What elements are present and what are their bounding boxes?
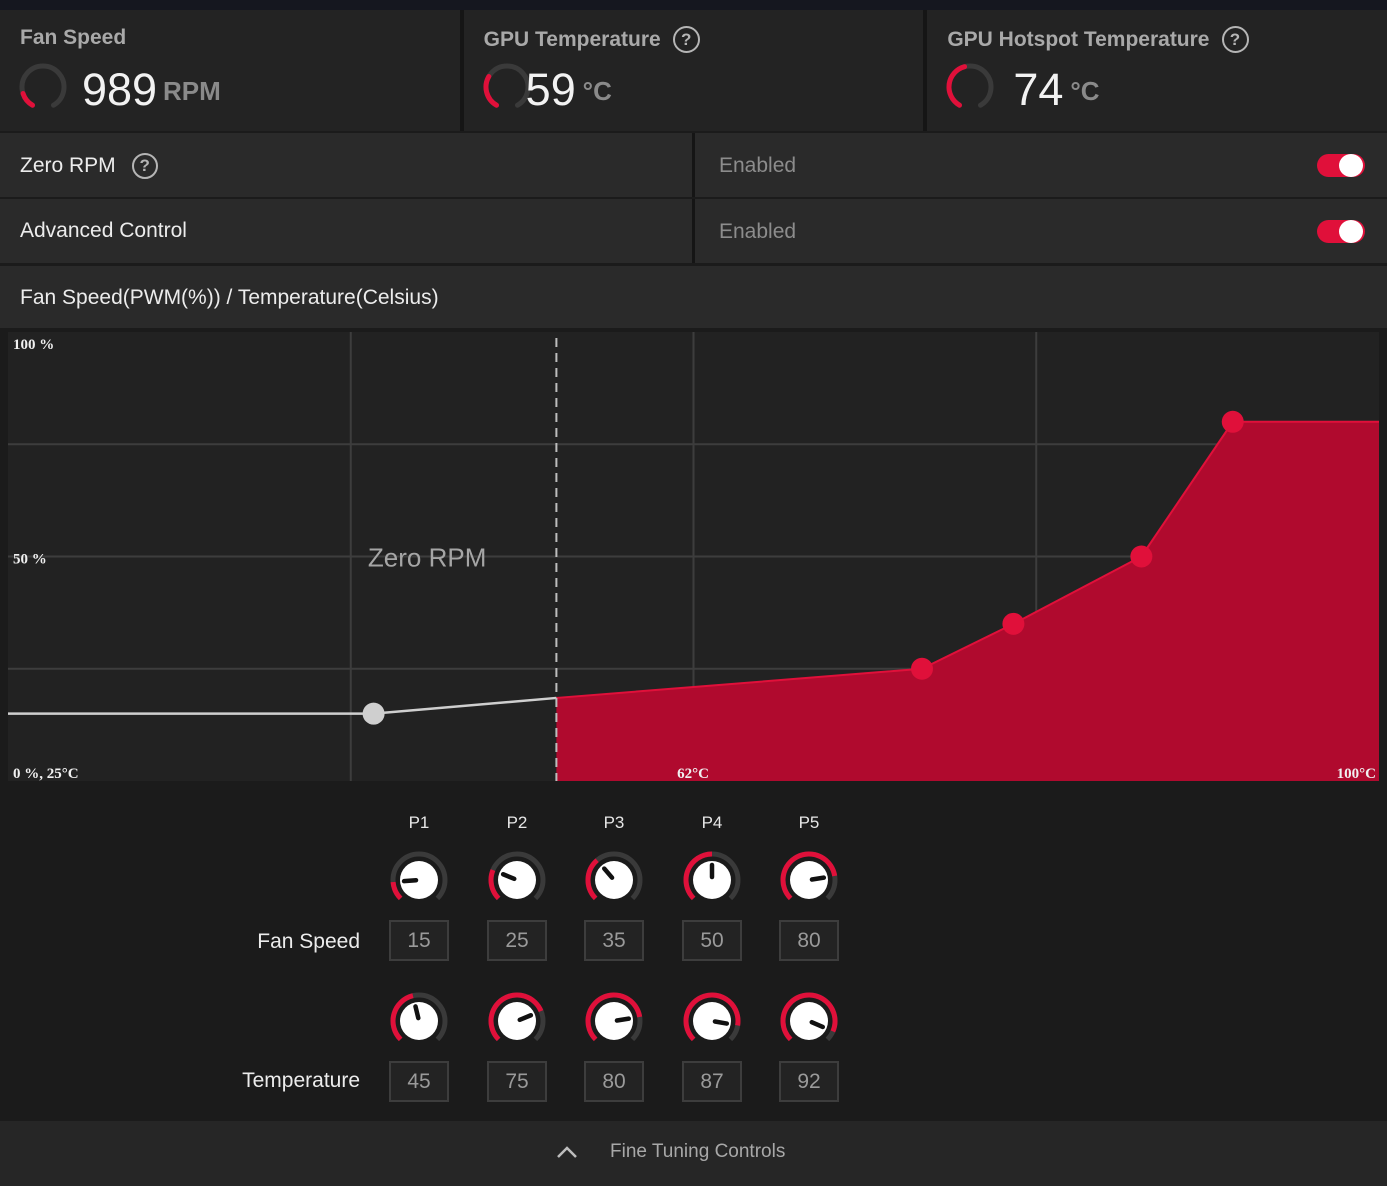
- curve-point-p5[interactable]: [1221, 410, 1244, 433]
- gpu-hotspot-temperature-label-text: GPU Hotspot Temperature: [947, 27, 1210, 51]
- origin-tick: 0 %, 25°C: [13, 766, 79, 782]
- fan-curve-chart: Zero RPM 100 % 50 % 0 %, 25°C 62°C 100°C: [0, 330, 1387, 785]
- point-label-p3: P3: [603, 813, 625, 832]
- fan-speed-value: 989: [82, 64, 158, 115]
- knob-dial-icon: [780, 851, 838, 901]
- temperature-input-p2[interactable]: 75: [487, 1061, 547, 1102]
- fan-speed-input-p4[interactable]: 50: [682, 920, 742, 961]
- toggle-knob: [1339, 220, 1363, 243]
- advanced-control-value-cell: Enabled: [695, 199, 1387, 263]
- advanced-control-state: Enabled: [719, 220, 797, 243]
- gpu-temperature-gauge-icon: [483, 63, 531, 108]
- chart-header: Fan Speed(PWM(%)) / Temperature(Celsius): [0, 266, 1387, 328]
- zero-rpm-state: Enabled: [719, 154, 797, 177]
- temperature-input-p4[interactable]: 87: [682, 1061, 742, 1102]
- zero-rpm-label-cell: Zero RPM?: [0, 133, 692, 197]
- fan-speed-input-p1[interactable]: 15: [389, 920, 449, 961]
- advanced-control-row: Advanced Control Enabled: [0, 199, 1387, 263]
- point-label-p4: P4: [701, 813, 723, 832]
- advanced-control-label: Advanced Control: [20, 219, 187, 243]
- zero-rpm-chart-label: Zero RPM: [368, 543, 486, 573]
- y-tick-top: 100 %: [13, 337, 54, 353]
- knob-dial-icon: [585, 851, 643, 901]
- gpu-temperature-label: GPU Temperature?: [484, 26, 700, 53]
- knob-dial-icon: [390, 992, 448, 1042]
- zero-rpm-value-cell: Enabled: [695, 133, 1387, 197]
- fan-curve-line: [556, 420, 1379, 699]
- temperature-knob-p3[interactable]: [584, 991, 644, 1051]
- y-tick-mid: 50 %: [13, 552, 47, 568]
- metrics-row: Fan Speed 989 RPM GPU Temperature? 59 °C…: [0, 10, 1387, 131]
- knob-dial-icon: [585, 992, 643, 1042]
- fan-speed-input-p3[interactable]: 35: [584, 920, 644, 961]
- fan-speed-knob-p4[interactable]: [682, 850, 742, 910]
- curve-point-p1[interactable]: [362, 702, 385, 725]
- zero-rpm-toggle[interactable]: [1317, 154, 1365, 177]
- gpu-hotspot-temperature-value: 74: [1013, 64, 1064, 115]
- temperature-knob-p2[interactable]: [487, 991, 547, 1051]
- zero-rpm-row: Zero RPM? Enabled: [0, 133, 1387, 197]
- help-icon[interactable]: ?: [131, 153, 158, 179]
- fan-speed-knob-p2[interactable]: [487, 850, 547, 910]
- zero-rpm-label-text: Zero RPM: [20, 154, 116, 177]
- gpu-hotspot-temperature-gauge-icon: [946, 63, 994, 108]
- gpu-hotspot-temperature-label: GPU Hotspot Temperature?: [947, 26, 1249, 53]
- fan-speed-row-label: Fan Speed: [257, 930, 360, 953]
- x-tick-mid: 62°C: [677, 766, 709, 782]
- fine-tuning-panel: Fan Speed Temperature P1 15 45 P2 25 75 P3 35 80…: [0, 785, 1387, 1121]
- temperature-input-p5[interactable]: 92: [779, 1061, 839, 1102]
- knob-dial-icon: [488, 992, 546, 1042]
- fan-speed-label: Fan Speed: [20, 26, 126, 50]
- fan-speed-label-text: Fan Speed: [20, 26, 127, 49]
- fan-speed-unit: RPM: [163, 76, 221, 106]
- curve-point-p3[interactable]: [1002, 612, 1025, 635]
- fan-speed-knob-p3[interactable]: [584, 850, 644, 910]
- fan-speed-knob-p1[interactable]: [389, 850, 449, 910]
- gpu-temperature-label-text: GPU Temperature: [483, 27, 661, 51]
- advanced-control-label-text: Advanced Control: [20, 219, 187, 242]
- window-top-strip: [0, 0, 1387, 10]
- fan-speed-metric: Fan Speed 989 RPM: [0, 10, 460, 131]
- knob-dial-icon: [683, 851, 741, 901]
- fan-curve-svg: Zero RPM 100 % 50 % 0 %, 25°C 62°C 100°C: [8, 332, 1379, 782]
- fan-speed-knob-p5[interactable]: [779, 850, 839, 910]
- help-icon[interactable]: ?: [1221, 26, 1249, 53]
- fan-curve-area: [556, 421, 1379, 781]
- gpu-temperature-unit: °C: [582, 76, 612, 106]
- point-label-p5: P5: [798, 813, 820, 832]
- temperature-input-p3[interactable]: 80: [584, 1061, 644, 1102]
- knob-dial-icon: [488, 851, 546, 901]
- temperature-knob-p5[interactable]: [779, 991, 839, 1051]
- temperature-input-p1[interactable]: 45: [389, 1061, 449, 1102]
- curve-point-p4[interactable]: [1130, 545, 1153, 568]
- zero-rpm-label: Zero RPM?: [20, 153, 158, 179]
- knob-dial-icon: [390, 851, 448, 901]
- x-tick-max: 100°C: [1337, 766, 1376, 782]
- gpu-hotspot-temperature-metric: GPU Hotspot Temperature? 74 °C: [927, 10, 1387, 131]
- temperature-knob-p1[interactable]: [389, 991, 449, 1051]
- temperature-row-label: Temperature: [242, 1069, 360, 1092]
- curve-point-p2[interactable]: [911, 657, 933, 680]
- gpu-hotspot-temperature-unit: °C: [1070, 76, 1100, 106]
- gpu-temperature-value: 59: [525, 64, 576, 115]
- toggle-knob: [1339, 154, 1363, 177]
- fine-tuning-footer[interactable]: Fine Tuning Controls: [0, 1121, 1387, 1186]
- advanced-control-label-cell: Advanced Control: [0, 199, 692, 263]
- fan-speed-input-p2[interactable]: 25: [487, 920, 547, 961]
- point-label-p2: P2: [506, 813, 528, 832]
- chart-title: Fan Speed(PWM(%)) / Temperature(Celsius): [20, 286, 439, 309]
- knob-dial-icon: [683, 992, 741, 1042]
- fan-speed-input-p5[interactable]: 80: [779, 920, 839, 961]
- fine-tuning-controls-label[interactable]: Fine Tuning Controls: [610, 1141, 786, 1162]
- fan-speed-gauge-icon: [19, 63, 67, 108]
- temperature-knob-p4[interactable]: [682, 991, 742, 1051]
- knob-dial-icon: [780, 992, 838, 1042]
- point-label-p1: P1: [408, 813, 430, 832]
- help-icon[interactable]: ?: [672, 26, 700, 53]
- advanced-control-toggle[interactable]: [1317, 220, 1365, 243]
- gpu-temperature-metric: GPU Temperature? 59 °C: [463, 10, 924, 131]
- chevron-up-icon[interactable]: [556, 1141, 578, 1163]
